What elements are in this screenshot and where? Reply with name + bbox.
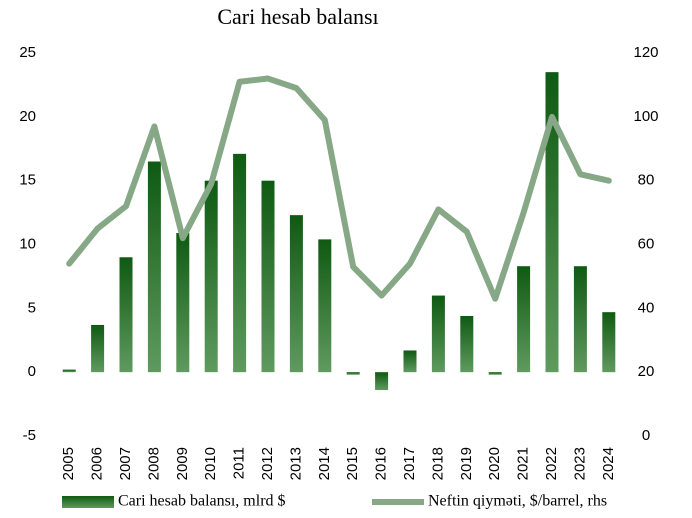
y2-tick-label: 100 (633, 108, 658, 125)
y2-tick-label: 120 (633, 44, 658, 61)
y-tick-label: -5 (23, 427, 36, 444)
bar (318, 239, 332, 373)
bar (91, 324, 105, 373)
bar (289, 215, 303, 373)
y-tick-label: 20 (19, 108, 36, 125)
y-tick-label: 10 (19, 235, 36, 252)
bar (119, 257, 133, 373)
bar (346, 372, 360, 375)
bar (62, 369, 76, 373)
bar (176, 233, 190, 373)
y2-tick-label: 0 (642, 427, 650, 444)
x-tick-label: 2006 (89, 447, 106, 480)
x-tick-label: 2010 (202, 447, 219, 480)
bar (375, 372, 389, 391)
x-tick-label: 2022 (543, 447, 560, 480)
chart-title: Cari hesab balansı (217, 4, 378, 29)
bar (431, 295, 445, 373)
bar (147, 161, 161, 373)
bar (204, 180, 218, 373)
x-tick-label: 2013 (287, 447, 304, 480)
x-tick-label: 2021 (515, 447, 532, 480)
x-tick-label: 2009 (174, 447, 191, 480)
x-tick-label: 2024 (600, 447, 617, 480)
x-tick-label: 2015 (344, 447, 361, 480)
bar (488, 372, 502, 375)
x-tick-label: 2019 (458, 447, 475, 480)
legend-label: Neftin qiymәti, $/barrel, rhs (428, 493, 607, 510)
x-tick-label: 2007 (117, 447, 134, 480)
x-tick-label: 2005 (60, 447, 77, 480)
x-tick-label: 2023 (571, 447, 588, 480)
x-tick-label: 2017 (401, 447, 418, 480)
bar (403, 350, 417, 373)
line-series (66, 75, 612, 302)
x-tick-label: 2008 (145, 447, 162, 480)
y2-tick-label: 40 (638, 299, 655, 316)
bar (233, 153, 247, 373)
y2-tick-label: 20 (638, 363, 655, 380)
x-tick-label: 2020 (486, 447, 503, 480)
y-tick-label: 25 (19, 44, 36, 61)
bar (545, 72, 559, 373)
x-tick-label: 2011 (231, 447, 248, 479)
bar (602, 312, 616, 373)
y-tick-label: 15 (19, 172, 36, 189)
x-tick-label: 2016 (373, 447, 390, 480)
bar (261, 180, 275, 373)
bar (460, 315, 474, 373)
x-tick-label: 2014 (316, 447, 333, 480)
y2-tick-label: 80 (638, 172, 655, 189)
x-tick-label: 2018 (429, 447, 446, 480)
y-tick-label: 5 (28, 299, 36, 316)
legend-swatch-bar (62, 496, 114, 508)
legend-label: Cari hesab balansı, mlrd $ (118, 493, 286, 510)
y-tick-label: 0 (28, 363, 36, 380)
y2-tick-label: 60 (638, 235, 655, 252)
x-tick-label: 2012 (259, 447, 276, 480)
bar (573, 266, 587, 373)
bar (517, 266, 531, 373)
